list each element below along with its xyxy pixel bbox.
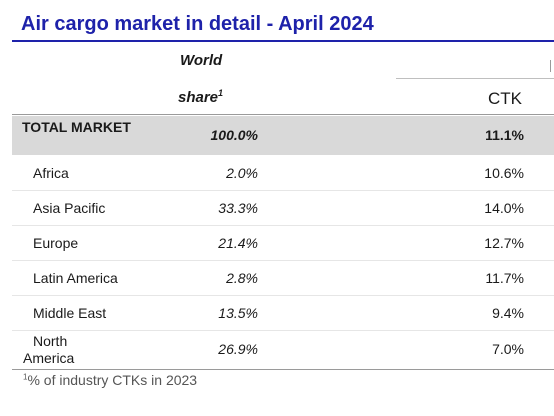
table-row: Latin America 2.8% 11.7%	[12, 261, 554, 296]
column-header-share: share1	[178, 88, 223, 106]
table-row: North America 26.9% 7.0%	[12, 331, 554, 370]
table-row: Africa 2.0% 10.6%	[12, 156, 554, 191]
share-value: 21.4%	[218, 235, 258, 251]
total-label: TOTAL MARKET	[22, 119, 131, 135]
region-label-line2: America	[23, 350, 75, 366]
share-value: 13.5%	[218, 305, 258, 321]
region-label: Latin America	[33, 270, 118, 286]
table-row: Middle East 13.5% 9.4%	[12, 296, 554, 331]
header-divider	[12, 114, 554, 115]
table-row: Europe 21.4% 12.7%	[12, 226, 554, 261]
ctk-value: 14.0%	[484, 200, 524, 216]
column-header-world: World	[180, 52, 223, 69]
total-ctk: 11.1%	[485, 127, 524, 143]
region-label: North America	[23, 333, 93, 367]
ctk-value: 12.7%	[484, 235, 524, 251]
header-group-rule	[396, 78, 554, 79]
total-share: 100.0%	[210, 127, 258, 143]
footnote-marker: 1	[23, 372, 28, 382]
page-title: Air cargo market in detail - April 2024	[21, 13, 374, 35]
share-value: 33.3%	[218, 200, 258, 216]
ctk-value: 10.6%	[484, 165, 524, 181]
footnote-text: % of industry CTKs in 2023	[27, 372, 198, 388]
share-value: 2.8%	[226, 270, 258, 286]
share-footnote-marker: 1	[218, 88, 224, 98]
table-row-total: TOTAL MARKET 100.0% 11.1%	[12, 116, 554, 155]
share-label: share	[178, 89, 219, 106]
footnote: 1% of industry CTKs in 2023	[23, 372, 197, 388]
region-label: Asia Pacific	[33, 200, 106, 216]
table-row: Asia Pacific 33.3% 14.0%	[12, 191, 554, 226]
region-label: Middle East	[33, 305, 107, 321]
region-label-line1: North	[33, 333, 68, 349]
region-label: Africa	[33, 165, 69, 181]
ctk-value: 11.7%	[485, 270, 524, 286]
share-value: 26.9%	[218, 341, 258, 357]
ctk-value: 9.4%	[492, 305, 524, 321]
title-rule	[12, 40, 554, 42]
column-header-ctk: CTK	[488, 89, 522, 108]
header-group-tick	[550, 60, 551, 72]
region-label: Europe	[33, 235, 79, 251]
share-value: 2.0%	[226, 165, 258, 181]
ctk-value: 7.0%	[492, 341, 524, 357]
